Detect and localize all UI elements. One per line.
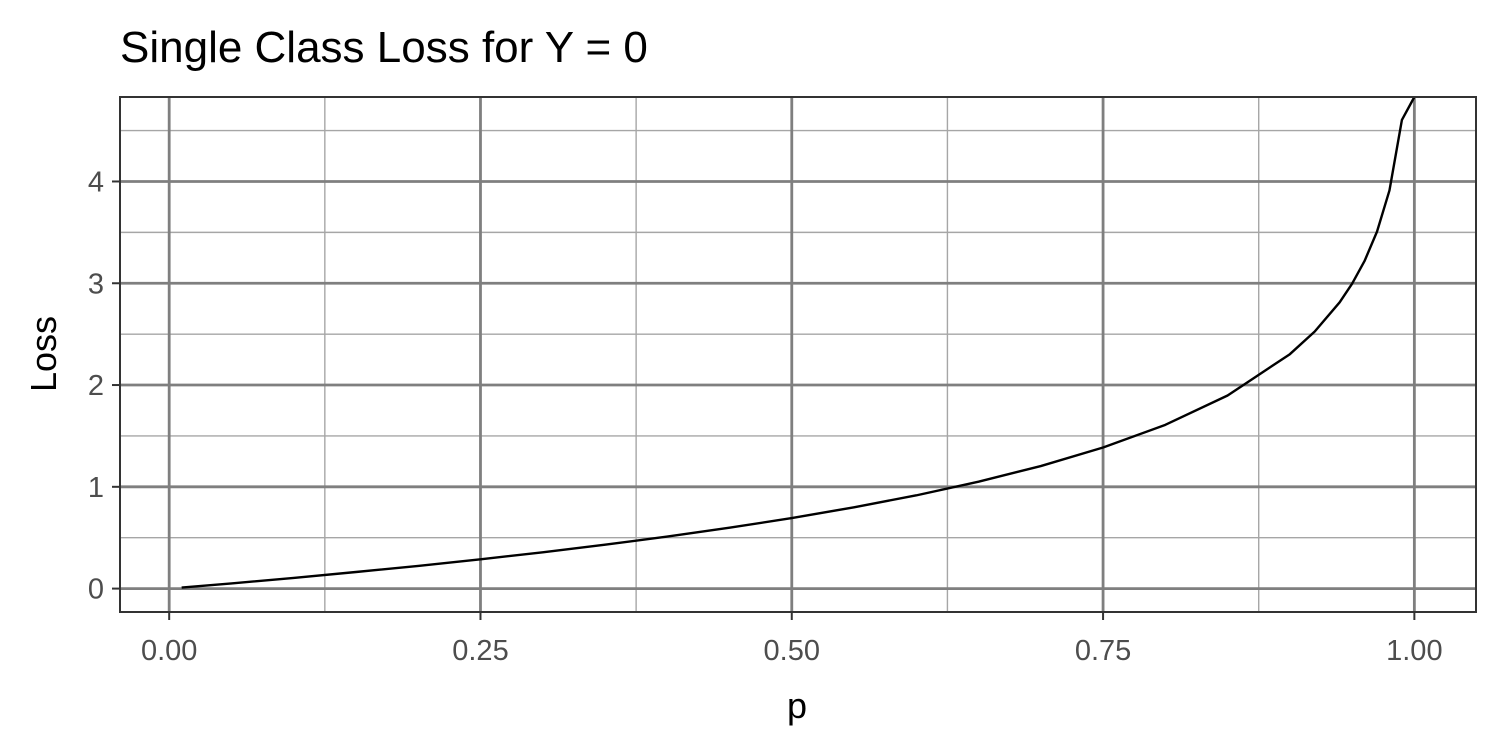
loss-curve — [181, 96, 1416, 589]
y-tick-label: 3 — [88, 268, 104, 300]
x-tick-label: 0.50 — [764, 635, 820, 667]
panel-border — [119, 96, 1477, 613]
x-tick-label: 1.00 — [1386, 635, 1442, 667]
panel-background — [120, 97, 1476, 612]
y-tick-label: 1 — [88, 472, 104, 504]
y-axis: 0 1 2 3 4 — [88, 166, 120, 606]
y-tick-label: 4 — [88, 166, 104, 198]
series-layer — [181, 96, 1416, 589]
x-tick-label: 0.00 — [141, 635, 197, 667]
x-axis: 0.00 0.25 0.50 0.75 1.00 — [141, 612, 1443, 667]
y-tick-label: 2 — [88, 370, 104, 402]
x-tick-label: 0.25 — [452, 635, 508, 667]
y-tick-label: 0 — [88, 574, 104, 606]
chart-title: Single Class Loss for Y = 0 — [120, 23, 648, 72]
major-grid — [120, 97, 1476, 612]
x-axis-title: p — [787, 685, 807, 726]
x-tick-label: 0.75 — [1075, 635, 1131, 667]
y-axis-title: Loss — [23, 316, 64, 392]
